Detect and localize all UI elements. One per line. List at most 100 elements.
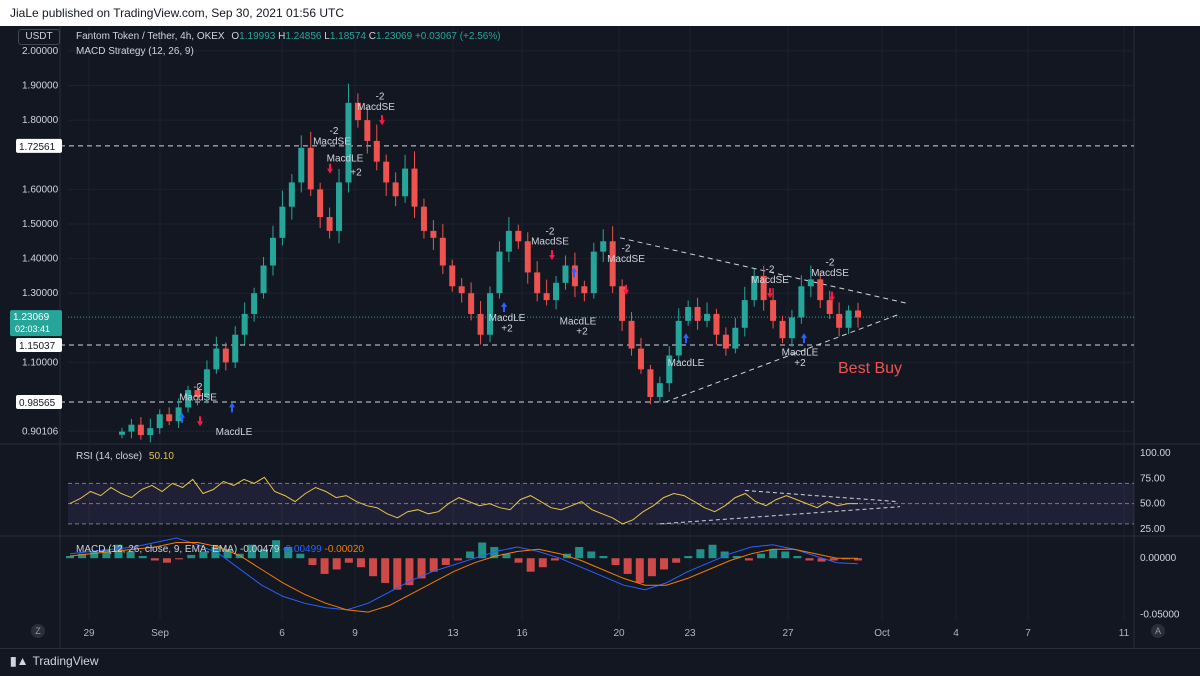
auto-scale-button[interactable]: A xyxy=(1151,624,1165,638)
publisher-line: JiaLe published on TradingView.com, Sep … xyxy=(10,6,344,20)
unit-selector[interactable]: USDT xyxy=(18,29,60,45)
high-label: H xyxy=(278,31,286,42)
chart-canvas[interactable]: 1.725611.150370.985651.2306902:03:41Best… xyxy=(0,26,1200,648)
short-signal-label: MacdSE xyxy=(607,254,645,265)
short-signal-label: MacdSE xyxy=(811,268,849,279)
long-arrow-icon xyxy=(571,267,577,278)
zoom-button[interactable]: Z xyxy=(31,624,45,638)
level-tag-bg xyxy=(16,337,62,352)
short-signal-label: -2 xyxy=(546,226,555,237)
macd-histogram-bar xyxy=(114,544,123,559)
macd-histogram-bar xyxy=(793,555,802,559)
candle-body xyxy=(524,241,531,273)
candle-body xyxy=(128,424,135,432)
y-tick-label: 1.60000 xyxy=(22,184,59,195)
candle-body xyxy=(373,140,380,162)
candle-body xyxy=(439,237,446,266)
candle-body xyxy=(836,313,843,328)
macd-histogram-bar xyxy=(684,555,693,559)
candle-body xyxy=(430,230,437,238)
x-tick-label: 11 xyxy=(1119,628,1130,639)
macd-histogram-bar xyxy=(599,555,608,559)
candle-body xyxy=(534,272,541,294)
macd-histogram-bar xyxy=(478,542,487,559)
candle-body xyxy=(505,230,512,252)
macd-histogram-bar xyxy=(247,544,256,559)
candle-body xyxy=(119,431,125,435)
candle-body xyxy=(269,237,276,266)
candle-body xyxy=(741,300,748,328)
rsi-tick-label: 100.00 xyxy=(1140,448,1171,459)
footer-brand: TradingView xyxy=(32,654,99,668)
long-arrow-icon xyxy=(683,333,689,344)
macd-histogram-bar xyxy=(284,546,293,559)
y-tick-label: 2.00000 xyxy=(22,46,59,57)
macd-histogram-bar xyxy=(344,558,353,563)
macd-histogram-bar xyxy=(66,555,74,559)
macd-histogram-bar xyxy=(393,558,402,590)
candle-body xyxy=(326,217,333,231)
candle-body xyxy=(826,300,833,314)
long-signal-label: MacdLE xyxy=(489,313,526,324)
macd-histogram-bar xyxy=(78,553,87,559)
symbol-name: Fantom Token / Tether, 4h, OKEX xyxy=(76,31,225,42)
y-tick-label: 1.80000 xyxy=(22,115,59,126)
x-tick-label: 20 xyxy=(613,628,625,639)
candle-body xyxy=(203,369,210,398)
macd-hist-value: -0.00479 xyxy=(239,544,280,555)
macd-histogram-bar xyxy=(526,558,535,572)
x-tick-label: 7 xyxy=(1025,628,1031,639)
macd-histogram-bar xyxy=(466,551,475,559)
candle-body xyxy=(260,265,267,294)
macd-histogram-bar xyxy=(635,558,644,583)
macd-histogram-bar xyxy=(199,551,208,559)
x-tick-label: 16 xyxy=(516,628,528,639)
x-tick-label: 6 xyxy=(279,628,285,639)
rsi-legend: RSI (14, close) 50.10 xyxy=(76,451,174,462)
candle-body xyxy=(760,275,767,301)
low-label: L xyxy=(324,31,330,42)
macd-histogram-bar xyxy=(272,540,281,559)
short-arrow-icon xyxy=(379,115,385,126)
macd-histogram-bar xyxy=(320,558,329,574)
tradingview-logo[interactable]: ▮▲ TradingView xyxy=(10,654,99,668)
rsi-line xyxy=(69,476,858,525)
candle-body xyxy=(845,310,852,328)
candle-body xyxy=(704,313,711,321)
rsi-tick-label: 75.00 xyxy=(1140,473,1165,484)
macd-histogram-bar xyxy=(708,544,717,559)
macd-histogram-bar xyxy=(308,558,317,565)
short-arrow-icon xyxy=(549,250,555,261)
macd-histogram-bar xyxy=(90,551,99,559)
rsi-title: RSI (14, close) xyxy=(76,451,143,462)
y-tick-label: 1.40000 xyxy=(22,254,59,265)
short-signal-label: -2 xyxy=(194,382,203,393)
candle-body xyxy=(628,320,635,349)
candle-body xyxy=(213,348,220,370)
short-signal-label: MacdSE xyxy=(313,136,351,147)
macd-histogram-bar xyxy=(647,558,656,577)
long-arrow-icon xyxy=(229,402,235,413)
long-signal-label: MacdLE xyxy=(216,427,253,438)
short-signal-label: MacdSE xyxy=(357,102,395,113)
candle-body xyxy=(779,320,786,339)
candle-body xyxy=(279,206,286,238)
macd-histogram-bar xyxy=(587,551,596,559)
macd-histogram-bar xyxy=(162,558,171,563)
candle-body xyxy=(185,390,192,408)
y-tick-label: 1.90000 xyxy=(22,81,59,92)
long-arrow-icon xyxy=(179,412,185,423)
short-signal-label: -2 xyxy=(826,257,835,268)
short-arrow-icon xyxy=(327,163,333,174)
long-signal-label: MacdLE xyxy=(327,154,364,165)
macd-histogram-bar xyxy=(126,551,135,559)
macd-histogram-bar xyxy=(296,553,305,559)
candle-body xyxy=(411,168,418,207)
candle-body xyxy=(788,317,795,339)
lower-trendline xyxy=(664,313,901,403)
macd-histogram-bar xyxy=(429,558,438,572)
candle-body xyxy=(222,348,229,363)
candle-body xyxy=(770,300,777,321)
short-signal-label: MacdSE xyxy=(751,275,789,286)
